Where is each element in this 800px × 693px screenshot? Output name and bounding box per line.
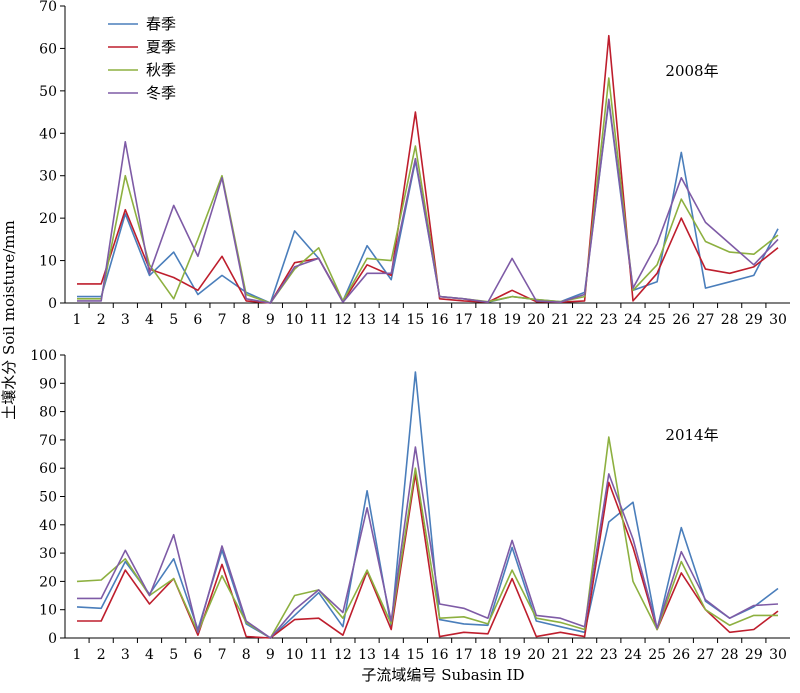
y-tick-label: 10 [39, 254, 57, 270]
y-tick-label: 10 [39, 603, 57, 619]
x-axis-title: 子流域编号 Subasin ID [361, 666, 524, 684]
x-tick-label: 16 [431, 312, 449, 328]
x-tick-label: 17 [455, 647, 473, 663]
x-tick-label: 4 [145, 647, 154, 663]
series-line-夏季 [77, 34, 779, 304]
x-tick-label: 7 [218, 312, 227, 328]
x-tick-label: 25 [648, 312, 666, 328]
x-tick-label: 6 [193, 312, 202, 328]
panel-label: 2014年 [665, 426, 718, 444]
x-tick-label: 5 [169, 647, 178, 663]
series-line-冬季 [77, 98, 779, 304]
x-tick-label: 9 [266, 312, 275, 328]
legend-label: 夏季 [146, 38, 176, 56]
y-tick-label: 40 [39, 126, 57, 142]
x-tick-label: 13 [358, 312, 376, 328]
y-tick-label: 70 [39, 0, 57, 15]
x-tick-label: 19 [503, 312, 521, 328]
x-tick-label: 14 [382, 312, 400, 328]
x-tick-label: 26 [672, 312, 690, 328]
x-tick-label: 20 [527, 312, 545, 328]
y-tick-label: 30 [39, 169, 57, 185]
x-tick-label: 3 [121, 647, 130, 663]
x-tick-label: 10 [286, 312, 304, 328]
legend-label: 春季 [146, 15, 176, 33]
x-tick-label: 17 [455, 312, 473, 328]
y-tick-label: 60 [39, 461, 57, 477]
x-tick-label: 18 [479, 647, 497, 663]
y-tick-label: 60 [39, 41, 57, 57]
x-tick-label: 12 [334, 647, 352, 663]
x-tick-label: 27 [697, 647, 715, 663]
x-tick-label: 11 [310, 647, 328, 663]
x-tick-label: 3 [121, 312, 130, 328]
x-tick-label: 9 [266, 647, 275, 663]
series-line-秋季 [76, 436, 778, 639]
x-tick-label: 27 [697, 312, 715, 328]
x-tick-label: 7 [218, 647, 227, 663]
x-tick-label: 1 [73, 647, 82, 663]
y-tick-label: 20 [39, 574, 57, 590]
y-tick-label: 40 [39, 518, 57, 534]
y-tick-label: 30 [39, 546, 57, 562]
x-tick-label: 28 [721, 312, 739, 328]
y-tick-label: 0 [48, 296, 57, 312]
x-tick-label: 22 [576, 312, 594, 328]
legend-label: 冬季 [146, 84, 176, 102]
x-tick-label: 8 [242, 647, 251, 663]
x-tick-label: 13 [358, 647, 376, 663]
x-tick-label: 21 [552, 647, 570, 663]
x-tick-label: 23 [600, 312, 618, 328]
y-tick-label: 70 [39, 433, 57, 449]
x-tick-label: 19 [503, 647, 521, 663]
x-tick-label: 20 [527, 647, 545, 663]
x-tick-label: 2 [97, 647, 106, 663]
x-tick-label: 26 [672, 647, 690, 663]
x-tick-label: 15 [406, 647, 424, 663]
x-tick-label: 29 [745, 312, 763, 328]
y-tick-label: 90 [39, 376, 57, 392]
x-tick-label: 16 [431, 647, 449, 663]
x-tick-label: 28 [721, 647, 739, 663]
panel-label: 2008年 [665, 62, 718, 80]
x-tick-label: 12 [334, 312, 352, 328]
x-tick-label: 29 [745, 647, 763, 663]
x-tick-label: 30 [769, 647, 787, 663]
x-tick-label: 24 [624, 647, 642, 663]
x-tick-label: 8 [242, 312, 251, 328]
y-tick-label: 80 [39, 405, 57, 421]
x-tick-label: 6 [193, 647, 202, 663]
x-tick-label: 24 [624, 312, 642, 328]
y-tick-label: 50 [39, 490, 57, 506]
x-tick-label: 11 [310, 312, 328, 328]
x-tick-label: 25 [648, 647, 666, 663]
series-line-冬季 [77, 446, 779, 639]
x-tick-label: 22 [576, 647, 594, 663]
x-tick-label: 5 [169, 312, 178, 328]
x-tick-label: 4 [145, 312, 154, 328]
series-line-秋季 [77, 77, 779, 304]
x-tick-label: 10 [286, 647, 304, 663]
x-tick-label: 14 [382, 647, 400, 663]
y-tick-label: 20 [39, 211, 57, 227]
x-tick-label: 2 [97, 312, 106, 328]
x-tick-label: 23 [600, 647, 618, 663]
x-tick-label: 30 [769, 312, 787, 328]
x-tick-label: 18 [479, 312, 497, 328]
x-tick-label: 1 [73, 312, 82, 328]
x-tick-label: 15 [406, 312, 424, 328]
x-tick-label: 21 [552, 312, 570, 328]
y-tick-label: 50 [39, 84, 57, 100]
legend-label: 秋季 [146, 61, 176, 79]
y-tick-label: 100 [30, 348, 57, 364]
y-tick-label: 0 [48, 631, 57, 647]
y-axis-title: 土壤水分 Soil moisture/mm [0, 220, 18, 419]
